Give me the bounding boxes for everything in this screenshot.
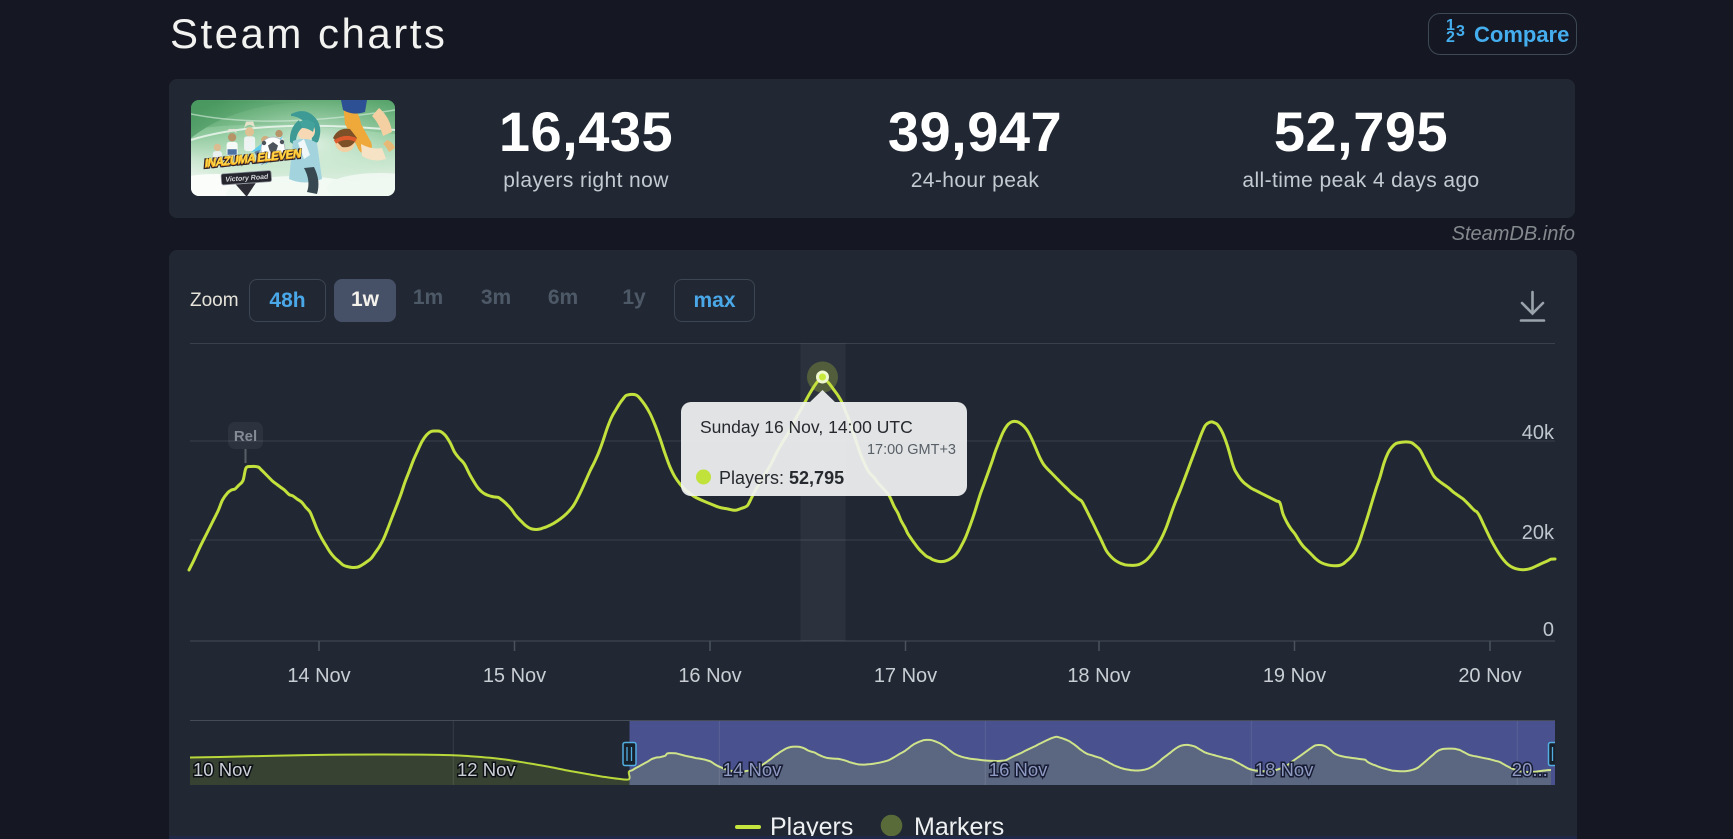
svg-text:Victory Road: Victory Road [225, 174, 269, 184]
svg-text:18 Nov: 18 Nov [1067, 665, 1130, 687]
svg-text:17 Nov: 17 Nov [874, 665, 937, 687]
svg-text:Rel: Rel [234, 428, 257, 445]
svg-text:20...: 20... [1512, 759, 1548, 780]
svg-text:Sunday 16 Nov, 14:00 UTC: Sunday 16 Nov, 14:00 UTC [700, 417, 913, 437]
svg-text:12 Nov: 12 Nov [457, 759, 516, 780]
svg-text:15 Nov: 15 Nov [483, 665, 546, 687]
svg-text:Markers: Markers [914, 813, 1004, 839]
svg-text:14 Nov: 14 Nov [723, 759, 782, 780]
svg-text:18 Nov: 18 Nov [1255, 759, 1314, 780]
svg-text:20k: 20k [1522, 522, 1555, 544]
svg-text:0: 0 [1543, 619, 1554, 641]
svg-text:19 Nov: 19 Nov [1263, 665, 1326, 687]
svg-text:Players: Players [770, 813, 853, 839]
svg-text:20 Nov: 20 Nov [1458, 665, 1521, 687]
svg-text:14 Nov: 14 Nov [287, 665, 350, 687]
svg-text:16 Nov: 16 Nov [678, 665, 741, 687]
svg-text:40k: 40k [1522, 422, 1555, 444]
svg-text:10 Nov: 10 Nov [193, 759, 252, 780]
svg-text:Players: 52,795: Players: 52,795 [719, 468, 844, 488]
svg-text:16 Nov: 16 Nov [989, 759, 1048, 780]
svg-text:17:00 GMT+3: 17:00 GMT+3 [867, 442, 956, 458]
